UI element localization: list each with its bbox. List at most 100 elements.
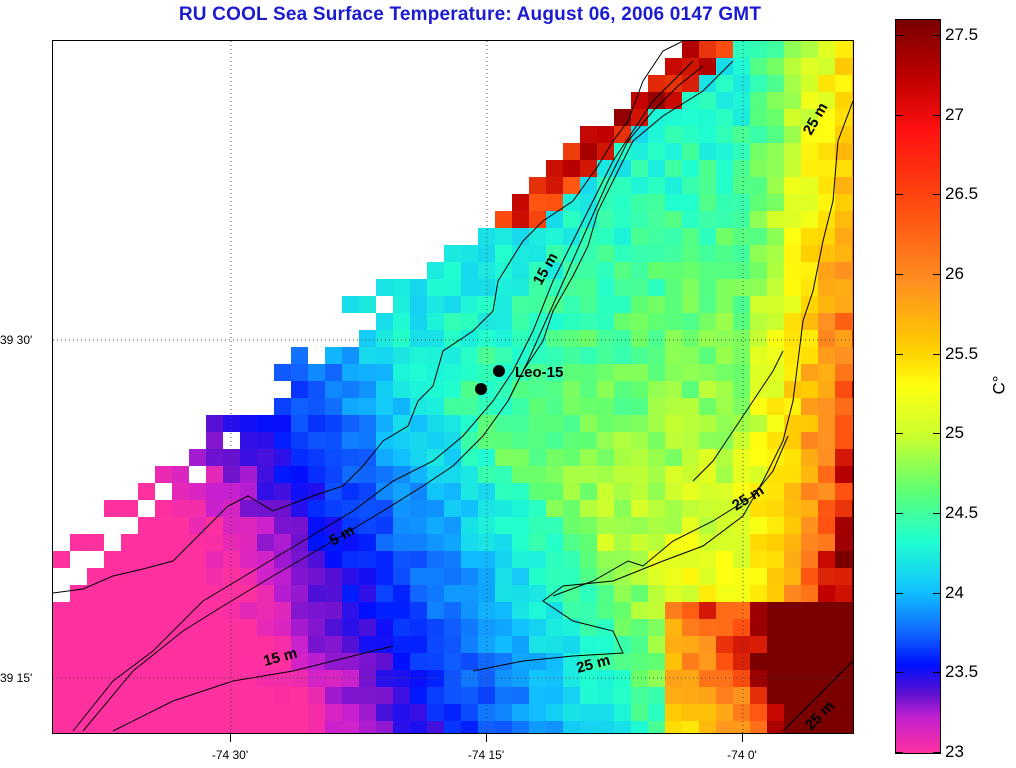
sst-pixel [410,449,427,466]
sst-pixel [665,466,682,483]
sst-pixel [580,432,597,449]
sst-pixel [767,177,784,194]
sst-pixel [648,500,665,517]
sst-pixel [376,279,393,296]
sst-pixel [835,483,852,500]
sst-pixel [495,262,512,279]
sst-pixel [852,160,853,177]
sst-pixel [546,381,563,398]
sst-pixel [767,75,784,92]
sst-pixel [835,211,852,228]
sst-pixel [546,517,563,534]
sst-pixel [53,619,70,636]
sst-pixel [580,602,597,619]
sst-pixel [631,517,648,534]
sst-pixel [172,517,189,534]
sst-pixel [529,551,546,568]
sst-pixel [682,602,699,619]
sst-pixel [750,177,767,194]
sst-pixel [376,466,393,483]
sst-pixel [529,228,546,245]
sst-pixel [665,75,682,92]
sst-pixel [835,279,852,296]
sst-pixel [325,585,342,602]
sst-pixel [580,500,597,517]
sst-pixel [563,670,580,687]
sst-pixel [682,500,699,517]
sst-pixel [733,636,750,653]
sst-pixel [104,636,121,653]
sst-pixel [172,704,189,721]
sst-pixel [444,449,461,466]
sst-pixel [512,602,529,619]
sst-pixel [665,449,682,466]
sst-pixel [512,228,529,245]
sst-pixel [716,551,733,568]
sst-pixel [495,415,512,432]
colorbar-tick [933,194,940,196]
sst-pixel [189,653,206,670]
sst-pixel [699,364,716,381]
sst-pixel [597,313,614,330]
sst-pixel [767,517,784,534]
sst-pixel [699,262,716,279]
sst-pixel [444,466,461,483]
sst-pixel [155,721,172,733]
sst-pixel [614,466,631,483]
sst-pixel [682,585,699,602]
sst-pixel [87,721,104,733]
colorbar-tick [896,114,903,116]
sst-field [53,41,853,733]
sst-pixel [682,313,699,330]
sst-pixel [512,568,529,585]
sst-pixel [580,313,597,330]
sst-pixel [580,483,597,500]
sst-pixel [597,432,614,449]
sst-pixel [121,721,138,733]
sst-pixel [410,619,427,636]
sst-pixel [274,704,291,721]
sst-map: 25 m 15 m 5 m 15 m 25 m 25 m 25 m [52,40,854,734]
sst-pixel [257,534,274,551]
sst-pixel [121,602,138,619]
sst-pixel [291,687,308,704]
sst-pixel [750,500,767,517]
sst-pixel [308,500,325,517]
sst-pixel [818,228,835,245]
colorbar-tick-label: 24.5 [945,502,979,522]
sst-pixel [699,381,716,398]
sst-pixel [682,687,699,704]
sst-pixel [835,398,852,415]
sst-pixel [478,466,495,483]
sst-pixel [461,653,478,670]
sst-pixel [257,415,274,432]
sst-pixel [682,517,699,534]
sst-pixel [614,551,631,568]
sst-pixel [699,670,716,687]
sst-pixel [563,177,580,194]
sst-pixel [223,534,240,551]
sst-pixel [444,517,461,534]
sst-pixel [512,466,529,483]
sst-pixel [682,398,699,415]
sst-pixel [529,279,546,296]
sst-pixel [784,194,801,211]
sst-pixel [155,585,172,602]
sst-pixel [325,721,342,733]
sst-pixel [376,347,393,364]
sst-pixel [784,245,801,262]
sst-pixel [393,483,410,500]
sst-pixel [495,211,512,228]
sst-pixel [631,262,648,279]
sst-pixel [631,381,648,398]
sst-pixel [240,585,257,602]
sst-pixel [461,636,478,653]
sst-pixel [274,653,291,670]
sst-pixel [189,500,206,517]
sst-pixel [461,364,478,381]
sst-pixel [155,551,172,568]
sst-pixel [818,58,835,75]
sst-pixel [342,551,359,568]
sst-pixel [563,687,580,704]
sst-pixel [376,721,393,733]
